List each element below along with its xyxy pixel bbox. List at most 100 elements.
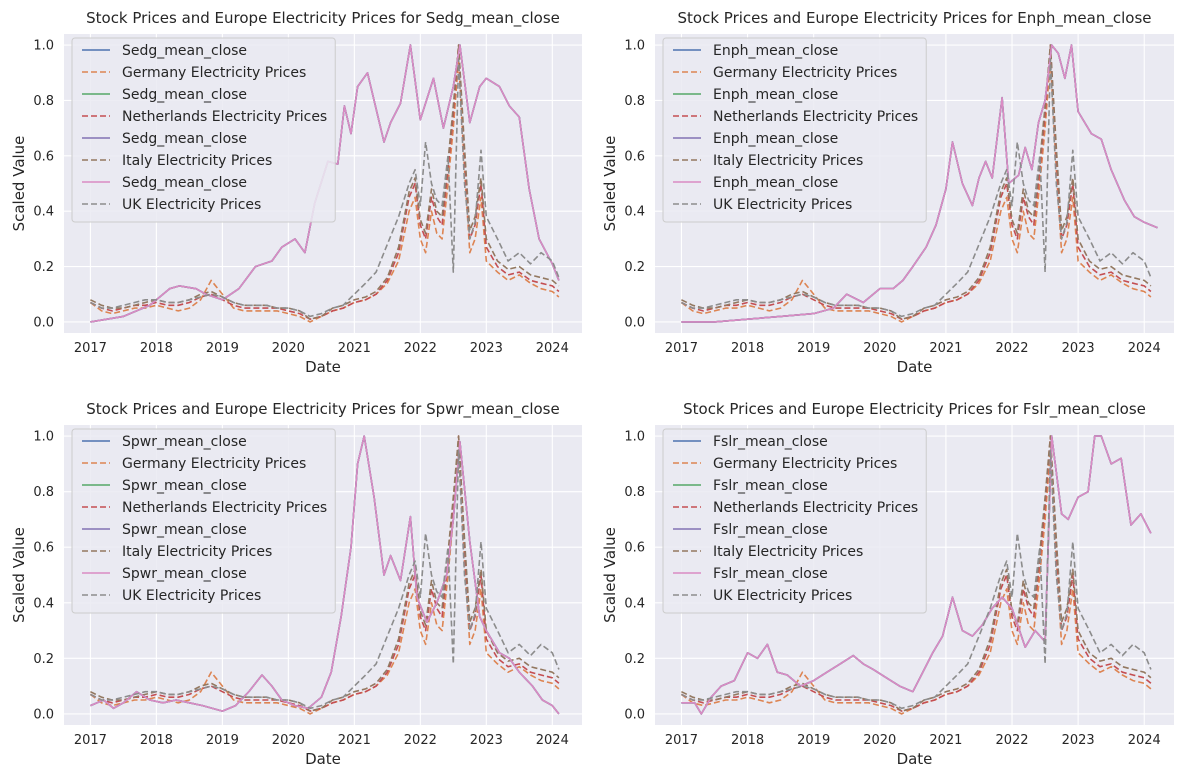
legend-label: Germany Electricity Prices xyxy=(122,65,306,81)
legend-label: Sedg_mean_close xyxy=(122,87,247,103)
legend-label: Netherlands Electricity Prices xyxy=(122,500,327,516)
x-tick-label: 2017 xyxy=(665,733,698,748)
x-axis-label: Date xyxy=(305,750,341,768)
legend-label: Netherlands Electricity Prices xyxy=(713,109,918,125)
legend-label: Fslr_mean_close xyxy=(713,566,828,582)
chart-title: Stock Prices and Europe Electricity Pric… xyxy=(86,400,559,419)
legend-label: UK Electricity Prices xyxy=(713,197,852,213)
y-tick-label: 0.6 xyxy=(33,541,54,556)
x-tick-label: 2020 xyxy=(863,733,896,748)
legend: Sedg_mean_close Germany Electricity Price… xyxy=(71,37,336,223)
legend-box xyxy=(71,428,336,614)
y-tick-label: 1.0 xyxy=(624,39,645,54)
y-tick-label: 0.8 xyxy=(624,485,645,500)
x-tick-label: 2021 xyxy=(929,733,962,748)
x-tick-label: 2018 xyxy=(731,341,764,356)
y-tick-label: 0.6 xyxy=(624,541,645,556)
y-axis-label: Scaled Value xyxy=(601,136,619,232)
legend-label: Fslr_mean_close xyxy=(713,434,828,450)
legend-label: Spwr_mean_close xyxy=(122,478,247,494)
y-tick-label: 0.2 xyxy=(33,652,54,667)
series-line-8 xyxy=(90,449,560,710)
series-line-4 xyxy=(681,44,1152,320)
y-tick-label: 1.0 xyxy=(33,430,54,445)
legend-label: UK Electricity Prices xyxy=(122,588,261,604)
y-tick-label: 0.0 xyxy=(624,315,645,330)
x-tick-label: 2022 xyxy=(995,341,1028,356)
y-axis-label: Scaled Value xyxy=(601,527,619,623)
y-tick-label: 1.0 xyxy=(33,39,54,54)
chart-title: Stock Prices and Europe Electricity Pric… xyxy=(683,400,1146,419)
series-line-7 xyxy=(681,435,1152,715)
legend-label: Sedg_mean_close xyxy=(122,43,247,59)
legend-label: Germany Electricity Prices xyxy=(713,65,897,81)
y-tick-label: 0.0 xyxy=(33,315,54,330)
y-tick-label: 1.0 xyxy=(624,430,645,445)
x-axis-label: Date xyxy=(897,358,933,376)
x-tick-label: 2017 xyxy=(74,341,107,356)
x-tick-label: 2024 xyxy=(536,733,569,748)
y-tick-label: 0.0 xyxy=(33,707,54,722)
legend-label: Enph_mean_close xyxy=(713,43,838,59)
legend-label: Spwr_mean_close xyxy=(122,522,247,538)
x-tick-label: 2019 xyxy=(206,733,239,748)
x-tick-label: 2019 xyxy=(797,341,830,356)
legend-label: UK Electricity Prices xyxy=(122,197,261,213)
series-line-7 xyxy=(681,44,1158,323)
x-tick-label: 2017 xyxy=(74,733,107,748)
legend: Spwr_mean_close Germany Electricity Price… xyxy=(71,428,336,614)
x-tick-label: 2020 xyxy=(863,341,896,356)
legend-box xyxy=(662,428,927,614)
legend-label: Netherlands Electricity Prices xyxy=(122,109,327,125)
series-line-4 xyxy=(681,435,1152,712)
y-tick-label: 0.4 xyxy=(33,596,54,611)
x-tick-label: 2018 xyxy=(140,733,173,748)
y-tick-label: 0.8 xyxy=(33,94,54,109)
x-tick-label: 2023 xyxy=(1062,733,1095,748)
x-tick-label: 2020 xyxy=(272,341,305,356)
chart-title: Stock Prices and Europe Electricity Pric… xyxy=(678,9,1152,28)
x-tick-label: 2018 xyxy=(140,341,173,356)
legend-label: Netherlands Electricity Prices xyxy=(713,500,918,516)
y-tick-label: 0.2 xyxy=(624,652,645,667)
series-line-7 xyxy=(90,44,560,323)
legend-box xyxy=(662,37,927,223)
x-tick-label: 2023 xyxy=(1062,341,1095,356)
y-tick-label: 0.2 xyxy=(624,260,645,275)
legend-label: Fslr_mean_close xyxy=(713,522,828,538)
x-tick-label: 2021 xyxy=(338,733,371,748)
x-tick-label: 2022 xyxy=(404,733,437,748)
legend-label: UK Electricity Prices xyxy=(713,588,852,604)
y-tick-label: 0.6 xyxy=(33,149,54,164)
x-tick-label: 2022 xyxy=(404,341,437,356)
legend-label: Italy Electricity Prices xyxy=(713,153,863,169)
y-tick-label: 0.2 xyxy=(33,260,54,275)
x-tick-label: 2019 xyxy=(206,341,239,356)
x-tick-label: 2024 xyxy=(536,341,569,356)
legend-label: Fslr_mean_close xyxy=(713,478,828,494)
legend-label: Sedg_mean_close xyxy=(122,131,247,147)
legend: Enph_mean_close Germany Electricity Price… xyxy=(662,37,927,223)
series-line-8 xyxy=(681,58,1152,318)
legend-label: Enph_mean_close xyxy=(713,87,838,103)
chart-panel-2: 2017 2018 2019 2020 2021 2022 2023 2024 0.0 0.2 0.… xyxy=(601,9,1174,376)
x-tick-label: 2019 xyxy=(797,733,830,748)
x-axis-label: Date xyxy=(305,358,341,376)
series-line-8 xyxy=(90,58,560,318)
x-tick-label: 2024 xyxy=(1128,341,1161,356)
chart-panel-4: 2017 2018 2019 2020 2021 2022 2023 2024 0.0 0.2 0.… xyxy=(601,400,1174,768)
y-tick-label: 0.6 xyxy=(624,149,645,164)
y-tick-label: 0.4 xyxy=(624,596,645,611)
x-tick-label: 2024 xyxy=(1128,733,1161,748)
legend-label: Italy Electricity Prices xyxy=(713,544,863,560)
series-line-4 xyxy=(90,44,560,320)
x-tick-label: 2020 xyxy=(272,733,305,748)
legend-label: Sedg_mean_close xyxy=(122,175,247,191)
series-line-4 xyxy=(90,435,560,712)
chart-title: Stock Prices and Europe Electricity Pric… xyxy=(86,9,560,28)
x-tick-label: 2018 xyxy=(731,733,764,748)
legend-label: Spwr_mean_close xyxy=(122,566,247,582)
y-tick-label: 0.0 xyxy=(624,707,645,722)
x-tick-label: 2017 xyxy=(665,341,698,356)
